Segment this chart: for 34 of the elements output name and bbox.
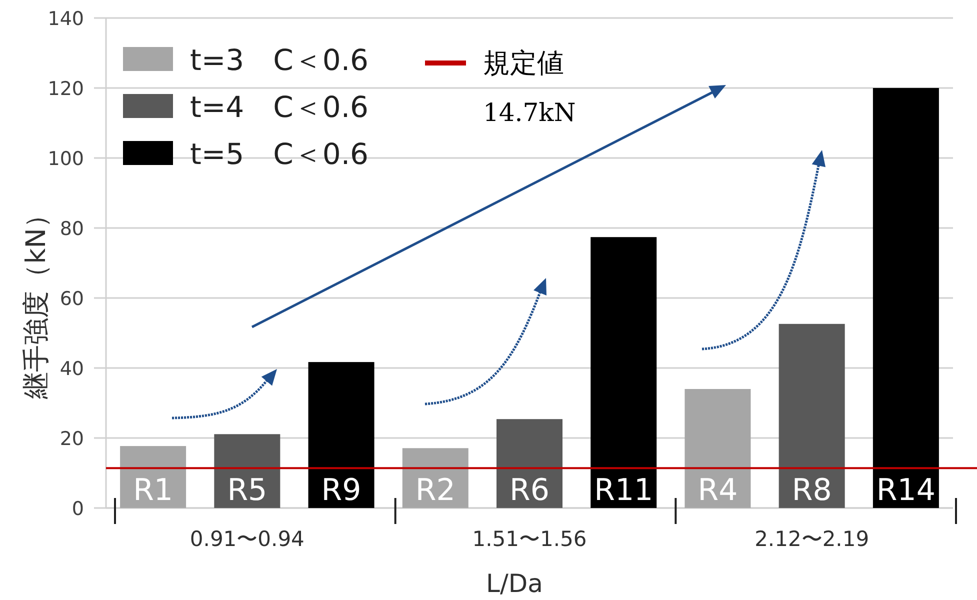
legend-label: t=5 C＜0.6 <box>190 137 368 171</box>
annotation: 14.7kN <box>483 98 576 127</box>
x-tick-label: 0.91〜0.94 <box>190 527 304 551</box>
y-axis-title: 継手強度（kN） <box>21 201 52 400</box>
data-label: R14 <box>876 473 936 508</box>
y-tick-label: 0 <box>72 498 84 520</box>
y-tick-label: 140 <box>48 8 84 30</box>
bar <box>872 88 939 508</box>
legend-label: 規定値 <box>483 48 564 79</box>
data-label: R1 <box>133 473 174 508</box>
bar <box>590 237 657 508</box>
data-label: R4 <box>698 473 738 508</box>
y-tick-label: 20 <box>60 428 84 450</box>
bar <box>214 434 280 508</box>
legend-label: t=3 C＜0.6 <box>190 43 368 77</box>
y-tick-label: 60 <box>60 288 84 310</box>
y-tick-label: 40 <box>60 358 84 380</box>
bar <box>778 324 845 508</box>
y-tick-label: 80 <box>60 218 84 240</box>
data-label: R9 <box>321 473 362 508</box>
data-label: R6 <box>510 473 550 508</box>
legend-label: t=4 C＜0.6 <box>190 90 368 124</box>
data-label: R5 <box>227 473 268 508</box>
y-tick-label: 120 <box>48 78 84 100</box>
data-label: R8 <box>792 473 832 508</box>
x-tick-label: 2.12〜2.19 <box>754 527 870 551</box>
y-tick-label: 100 <box>48 148 84 170</box>
x-tick-label: 1.51〜1.56 <box>472 527 587 551</box>
bar <box>496 419 562 508</box>
data-label: R2 <box>415 473 456 508</box>
bar <box>684 389 751 508</box>
x-axis-title: L/Da <box>486 569 543 598</box>
data-label: R11 <box>594 473 654 508</box>
bar <box>308 362 374 508</box>
